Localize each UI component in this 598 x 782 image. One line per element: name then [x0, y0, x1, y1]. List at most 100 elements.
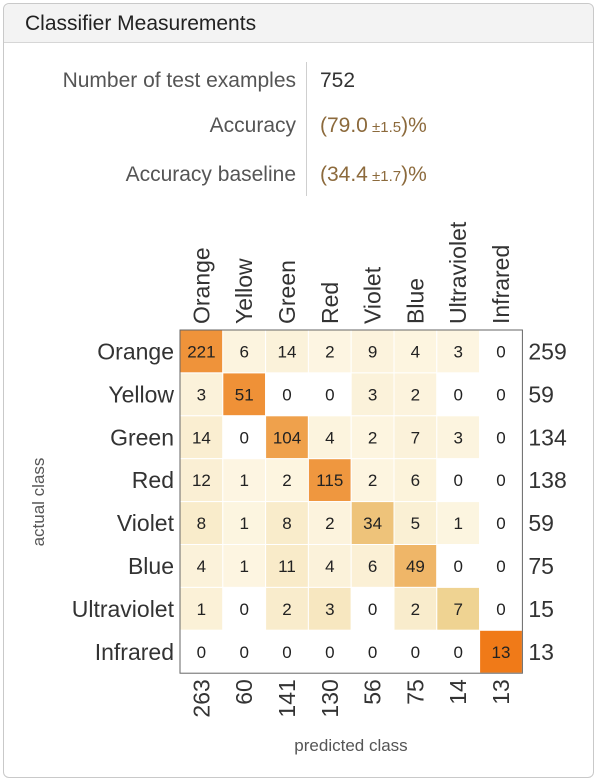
- cell-value-label: 6: [368, 557, 377, 576]
- matrix-cell: [436, 544, 481, 588]
- panel-header: Classifier Measurements: [4, 4, 593, 43]
- row-labels: Orange Yellow Green Red Violet Blue Ultraviole…: [72, 338, 175, 664]
- column-label: Violet: [360, 266, 386, 324]
- column-total-label: 60: [231, 679, 257, 705]
- stats-divider: [306, 62, 307, 196]
- cell-value-label: 0: [453, 643, 462, 662]
- matrix-cell: [265, 544, 309, 588]
- cell-value-label: 0: [496, 428, 505, 447]
- row-label: Green: [110, 424, 174, 450]
- accuracy-value: (79.0 ±1.5)%: [320, 114, 427, 138]
- row-totals: 259 59 134 138 59 75 15 13: [528, 338, 567, 664]
- cell-value-label: 12: [192, 471, 211, 490]
- row-label: Ultraviolet: [72, 596, 175, 622]
- cell-value-label: 14: [278, 342, 297, 361]
- cell-value-label: 11: [278, 557, 296, 576]
- matrix-cell: [436, 372, 481, 417]
- row-label: Violet: [117, 510, 175, 536]
- cell-value-label: 0: [453, 557, 462, 576]
- cell-value-label: 2: [325, 342, 334, 361]
- cell-value-label: 2: [282, 471, 291, 490]
- column-total-label: 14: [445, 679, 471, 705]
- cell-value-label: 0: [411, 643, 420, 662]
- row-total-label: 138: [528, 467, 566, 493]
- panel-title: Classifier Measurements: [25, 12, 257, 35]
- matrix-cell: [393, 372, 438, 417]
- cell-value-label: 0: [368, 643, 377, 662]
- cell-value-label: 2: [282, 600, 291, 619]
- baseline-close: )%: [401, 163, 427, 186]
- matrix-cell: [393, 544, 438, 588]
- baseline-estimate: (34.4: [320, 163, 368, 186]
- cell-value-label: 4: [325, 428, 334, 447]
- matrix-cell: [265, 586, 309, 631]
- matrix-cell: [222, 458, 267, 503]
- matrix-cells: 221 6 14 2 9 4 3 03 51 0 0 3 2 0 014 0 104 4 2 7 3 012 1 2 115 2 6…: [179, 329, 523, 674]
- stat-row-accuracy: Accuracy (79.0 ±1.5)%: [0, 110, 591, 140]
- cell-value-label: 3: [368, 385, 377, 404]
- cell-value-label: 221: [187, 342, 215, 361]
- row-total-label: 59: [528, 510, 554, 536]
- cell-value-label: 9: [368, 342, 377, 361]
- column-label: Infrared: [488, 245, 514, 324]
- column-label: Yellow: [231, 258, 257, 324]
- matrix-cell: [307, 415, 352, 460]
- column-label: Blue: [402, 278, 428, 324]
- cell-value-label: 0: [453, 471, 462, 490]
- cell-value-label: 5: [411, 514, 420, 533]
- cell-value-label: 4: [197, 557, 206, 576]
- cell-value-label: 3: [453, 342, 462, 361]
- cell-value-label: 1: [239, 514, 248, 533]
- matrix-cell: [307, 329, 352, 374]
- cell-value-label: 2: [325, 514, 334, 533]
- baseline-value: (34.4 ±1.7)%: [320, 163, 427, 187]
- row-total-label: 134: [528, 424, 567, 450]
- matrix-cell: [350, 372, 395, 417]
- cell-value-label: 6: [239, 342, 248, 361]
- matrix-cell: [179, 415, 224, 460]
- matrix-cell: [393, 629, 438, 674]
- matrix-cell: [307, 458, 352, 503]
- row-label: Infrared: [95, 639, 174, 665]
- cell-value-label: 0: [325, 643, 334, 662]
- cell-value-label: 2: [411, 385, 420, 404]
- cell-value-label: 0: [282, 385, 291, 404]
- matrix-cell: [265, 629, 309, 674]
- row-label: Orange: [97, 338, 174, 364]
- cell-value-label: 14: [192, 428, 211, 447]
- cell-value-label: 6: [411, 471, 420, 490]
- cell-value-label: 104: [273, 428, 301, 447]
- matrix-cell: [479, 458, 523, 503]
- matrix-cell: [222, 544, 267, 588]
- cell-value-label: 3: [325, 600, 334, 619]
- row-total-label: 259: [528, 338, 566, 364]
- cell-value-label: 13: [492, 643, 511, 662]
- cell-value-label: 0: [496, 514, 505, 533]
- num-examples-value: 752: [320, 69, 356, 92]
- cell-value-label: 0: [453, 385, 462, 404]
- cell-value-label: 1: [453, 514, 462, 533]
- matrix-cell: [350, 458, 395, 503]
- cell-value-label: 3: [197, 385, 206, 404]
- matrix-cell: [393, 415, 438, 460]
- x-axis-label: predicted class: [294, 736, 407, 755]
- cell-value-label: 8: [197, 514, 206, 533]
- accuracy-estimate: (79.0: [320, 114, 368, 137]
- row-total-label: 75: [528, 553, 554, 579]
- matrix-cell: [479, 586, 523, 631]
- column-label: Green: [274, 260, 300, 324]
- matrix-cell: [350, 329, 395, 374]
- matrix-cell: [179, 544, 224, 588]
- cell-value-label: 0: [496, 557, 505, 576]
- cell-value-label: 0: [496, 600, 505, 619]
- cell-value-label: 8: [282, 514, 291, 533]
- accuracy-close: )%: [401, 114, 427, 137]
- matrix-cell: [393, 458, 438, 503]
- cell-value-label: 49: [406, 557, 425, 576]
- cell-value-label: 0: [368, 600, 377, 619]
- cell-value-label: 1: [239, 471, 248, 490]
- row-total-label: 13: [528, 639, 554, 665]
- cell-value-label: 0: [239, 600, 248, 619]
- row-total-label: 59: [528, 381, 554, 407]
